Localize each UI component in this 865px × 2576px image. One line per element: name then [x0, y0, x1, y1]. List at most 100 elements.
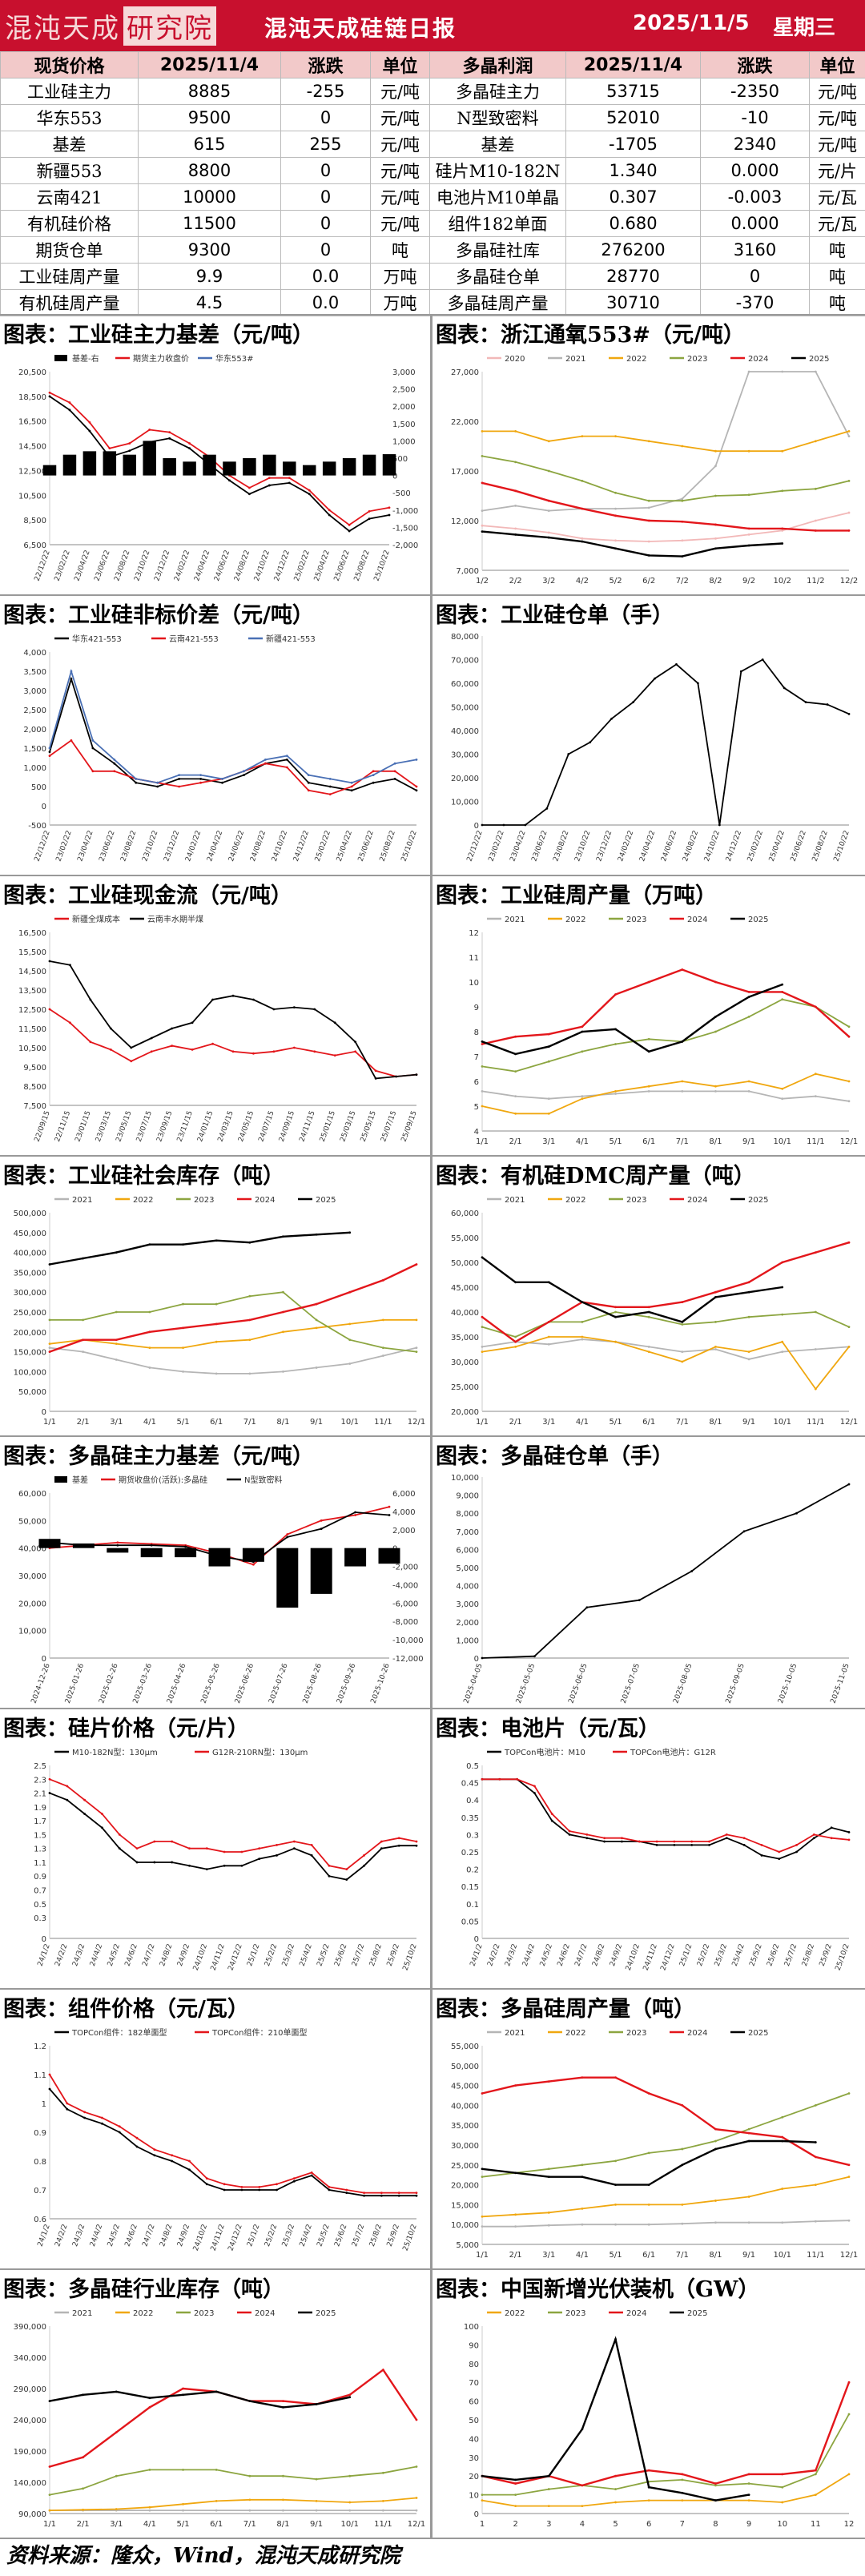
- data-point: [272, 1008, 276, 1011]
- data-point: [252, 1563, 255, 1566]
- y-tick-label: 1,500: [23, 745, 46, 754]
- data-point: [714, 449, 717, 453]
- x-tick-label: 3: [546, 2520, 551, 2529]
- y-tick-label: 0: [42, 1935, 46, 1944]
- y-tick-label: 500,000: [14, 1210, 46, 1218]
- legend-label: M10-182N型：130μm: [72, 1747, 158, 1757]
- data-point: [647, 519, 650, 522]
- data-point: [48, 2087, 51, 2091]
- table-cell: 元/吨: [370, 210, 430, 237]
- legend-label: 新疆421-553: [266, 634, 316, 644]
- y-tick-label: 17,000: [451, 468, 479, 477]
- x-tick-label: 24/2/2: [54, 1943, 69, 1968]
- x-tick-label: 2025-07-26: [268, 1662, 289, 1705]
- report-title: 混沌天成硅链日报: [264, 15, 457, 42]
- legend-item: 2022: [487, 2309, 525, 2318]
- data-point: [199, 781, 202, 784]
- data-point: [393, 778, 396, 780]
- data-point: [481, 2092, 484, 2095]
- x-tick-label: 9/1: [310, 1418, 323, 1427]
- data-point: [381, 2369, 384, 2371]
- data-point: [363, 1854, 365, 1857]
- data-point: [221, 778, 223, 780]
- series-line: [481, 1242, 850, 1343]
- table-cell: 华东553: [0, 104, 139, 131]
- data-point: [747, 1090, 750, 1093]
- data-point: [354, 1050, 357, 1053]
- legend-label: 2022: [565, 2029, 585, 2038]
- table-cell: 基差: [0, 131, 139, 158]
- data-point: [681, 2499, 684, 2502]
- table-cell: 0.000: [700, 210, 810, 237]
- column-header: 单位: [370, 51, 430, 78]
- legend-item: 2024: [670, 916, 707, 924]
- table-cell: 28770: [565, 263, 701, 290]
- data-point: [88, 429, 91, 433]
- x-tick-label: 3/1: [110, 1418, 123, 1427]
- legend-item: TOPCon电池片：G12R: [613, 1747, 716, 1757]
- data-point: [292, 1046, 296, 1049]
- x-tick-label: 6/1: [642, 1137, 655, 1146]
- y-tick-label: 190,000: [14, 2448, 46, 2457]
- table-cell: -1705: [565, 131, 701, 158]
- data-point: [308, 493, 311, 496]
- y-tick-label: 1: [42, 2100, 46, 2109]
- data-point: [292, 2180, 296, 2183]
- data-point: [847, 2092, 851, 2095]
- data-point: [498, 1777, 501, 1781]
- series-line: [481, 371, 850, 512]
- data-point: [248, 1372, 251, 1375]
- data-point: [388, 513, 391, 517]
- data-point: [221, 781, 223, 784]
- y-right-tick-label: -1,500: [392, 524, 418, 533]
- legend-label: 2024: [626, 2309, 646, 2318]
- x-tick-label: 24/11/2: [210, 1943, 227, 1972]
- data-point: [348, 529, 351, 533]
- data-point: [223, 2188, 226, 2192]
- legend-item: 2020: [487, 355, 525, 364]
- data-point: [614, 2184, 617, 2186]
- data-point: [182, 1371, 184, 1373]
- data-point: [115, 1310, 118, 1314]
- table-cell: 8800: [138, 157, 281, 184]
- data-point: [248, 2509, 251, 2512]
- data-point: [188, 1847, 191, 1850]
- legend-item: 2023: [609, 1196, 646, 1205]
- x-tick-label: 23/10/22: [141, 830, 159, 863]
- y-right-tick-label: 1,500: [392, 421, 416, 429]
- legend-item: 2025: [730, 1196, 768, 1205]
- data-point: [171, 1861, 174, 1864]
- table-cell: 9300: [138, 236, 281, 264]
- x-tick-label: 22/12/22: [34, 830, 52, 863]
- data-point: [148, 1243, 151, 1246]
- data-point: [581, 1097, 584, 1101]
- x-tick-label: 9/1: [742, 1137, 755, 1146]
- data-point: [415, 789, 418, 792]
- data-point: [415, 1840, 418, 1843]
- x-tick-label: 25/10/2: [402, 2224, 419, 2252]
- x-tick-label: 5/1: [609, 1418, 622, 1427]
- x-tick-label: 2025-08-05: [672, 1663, 694, 1705]
- data-point: [264, 759, 267, 761]
- data-point: [148, 2509, 151, 2512]
- x-tick-label: 25/03/15: [339, 1110, 357, 1143]
- data-point: [350, 789, 353, 792]
- data-point: [781, 2188, 784, 2190]
- data-point: [188, 2159, 191, 2163]
- legend-item: TOPCon组件：210单面型: [195, 2027, 308, 2038]
- series-line: [49, 1778, 417, 1870]
- data-point: [638, 1840, 641, 1843]
- legend-item: G12R-210RN型：130μm: [195, 1747, 308, 1757]
- x-tick-label: 25/9/2: [386, 1943, 401, 1968]
- y-tick-label: 50,000: [451, 1259, 479, 1268]
- data-point: [847, 529, 851, 532]
- series-line: [49, 392, 390, 526]
- data-point: [814, 1073, 817, 1076]
- data-point: [814, 1005, 817, 1008]
- data-point: [240, 1864, 243, 1867]
- basis-bar: [276, 1548, 299, 1608]
- report-date: 2025/11/5: [633, 11, 750, 35]
- series-line: [481, 998, 850, 1073]
- x-tick-label: 2/1: [77, 2520, 90, 2529]
- data-point: [82, 1350, 85, 1353]
